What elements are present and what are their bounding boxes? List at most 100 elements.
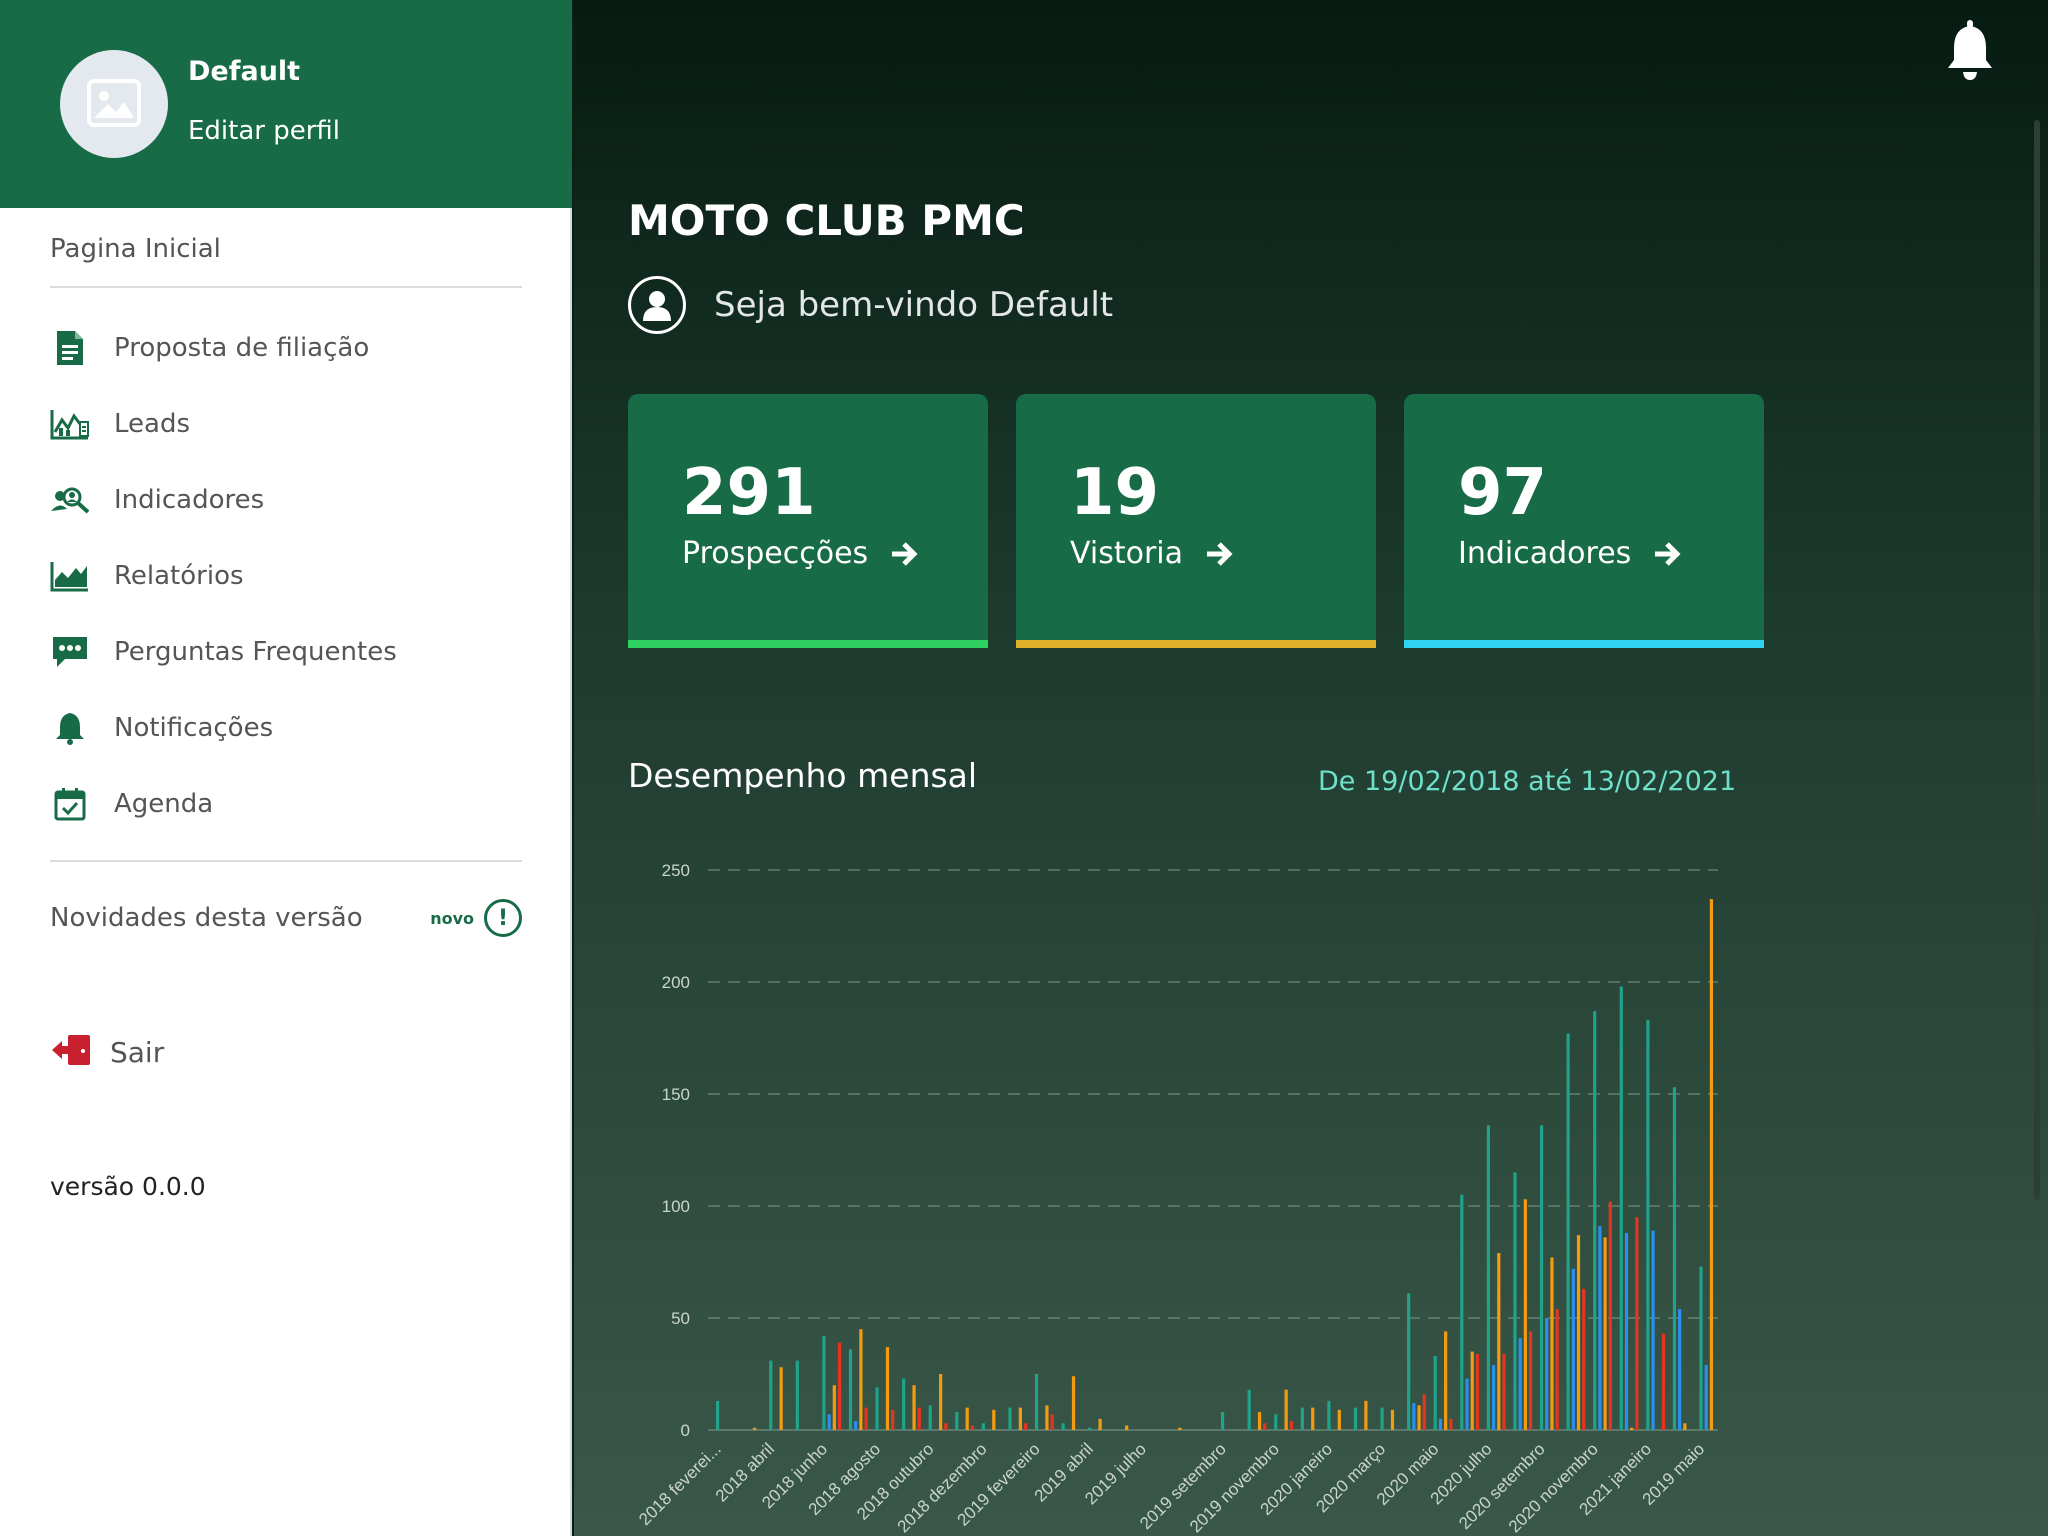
scrollbar[interactable] xyxy=(2034,120,2040,1200)
sidebar-item-leads[interactable]: Leads xyxy=(50,396,522,452)
chart-bar xyxy=(1603,1237,1607,1430)
chart-bar xyxy=(1449,1418,1453,1430)
chart-bar xyxy=(1470,1351,1474,1430)
notification-bell-icon[interactable] xyxy=(1946,20,1994,84)
edit-profile-link[interactable]: Editar perfil xyxy=(188,116,341,146)
chart-bar xyxy=(1497,1253,1501,1430)
chart-bar xyxy=(1289,1421,1293,1430)
chart-bar xyxy=(1417,1405,1421,1430)
alert-circle-icon: ! xyxy=(484,899,522,937)
sidebar-item-relatorios[interactable]: Relatórios xyxy=(50,548,522,604)
calendar-check-icon xyxy=(50,784,90,824)
card-label: Indicadores xyxy=(1458,536,1632,571)
chart-bar xyxy=(955,1412,959,1430)
chart-bar xyxy=(1646,1020,1650,1430)
performance-date-range[interactable]: De 19/02/2018 até 13/02/2021 xyxy=(1318,766,1737,797)
chart-bar xyxy=(1491,1365,1496,1430)
arrow-right-icon xyxy=(1655,541,1681,566)
chart-bar xyxy=(716,1400,720,1430)
chart-bar xyxy=(837,1342,842,1430)
home-link[interactable]: Pagina Inicial xyxy=(50,234,221,264)
chart-bar xyxy=(1624,1232,1629,1430)
profile-header[interactable]: Default Editar perfil xyxy=(0,0,572,208)
card-label-row: Vistoria xyxy=(1070,536,1235,571)
sidebar-item-faq[interactable]: Perguntas Frequentes xyxy=(50,624,522,680)
people-search-icon xyxy=(50,480,90,520)
y-tick-label: 250 xyxy=(662,861,690,880)
chart-bar xyxy=(1257,1412,1262,1430)
card-label: Vistoria xyxy=(1070,536,1183,571)
chart-bar xyxy=(1034,1374,1039,1430)
sidebar-item-indicadores[interactable]: Indicadores xyxy=(50,472,522,528)
card-prospeccoes[interactable]: 291 Prospecções xyxy=(628,394,988,648)
chart-bar xyxy=(1247,1389,1251,1430)
chart-bar xyxy=(992,1409,996,1430)
chart-bar xyxy=(970,1425,975,1430)
chart-bar xyxy=(1576,1235,1581,1430)
chart-bar xyxy=(1125,1425,1129,1430)
welcome-line: Seja bem-vindo Default xyxy=(628,276,1113,334)
chart-bar xyxy=(1412,1403,1416,1430)
chart-bar xyxy=(1571,1268,1575,1430)
arrow-right-icon xyxy=(892,541,918,566)
y-tick-label: 100 xyxy=(662,1197,690,1216)
sidebar-item-label: Proposta de filiação xyxy=(114,333,370,363)
logout-button[interactable]: Sair xyxy=(50,1030,164,1074)
chart-bar xyxy=(1045,1405,1049,1430)
chart-bar xyxy=(1071,1376,1076,1430)
version-news-link[interactable]: Novidades desta versão novo ! xyxy=(50,896,522,940)
chart-bar xyxy=(1523,1199,1527,1430)
sidebar-item-agenda[interactable]: Agenda xyxy=(50,776,522,832)
chart-bar xyxy=(779,1367,783,1430)
chart-bar xyxy=(1221,1412,1225,1430)
chart-bar xyxy=(1061,1423,1065,1430)
chart-bar xyxy=(912,1385,916,1430)
chart-bar xyxy=(1608,1201,1612,1430)
chart-bar xyxy=(891,1409,895,1430)
y-tick-label: 200 xyxy=(662,973,690,992)
card-vistoria[interactable]: 19 Vistoria xyxy=(1016,394,1376,648)
sidebar-item-label: Perguntas Frequentes xyxy=(114,637,397,667)
chart-bar xyxy=(981,1423,985,1430)
performance-title: Desempenho mensal xyxy=(628,756,978,795)
card-indicadores[interactable]: 97 Indicadores xyxy=(1404,394,1764,648)
card-accent-bar xyxy=(628,640,988,648)
chart-bar xyxy=(848,1349,853,1430)
chart-bar xyxy=(1709,899,1714,1430)
sidebar-item-label: Indicadores xyxy=(114,485,265,515)
sidebar-item-proposta[interactable]: Proposta de filiação xyxy=(50,320,522,376)
sidebar-item-notificacoes[interactable]: Notificações xyxy=(50,700,522,756)
chart-bar xyxy=(859,1329,863,1430)
sidebar: Default Editar perfil Pagina Inicial Pro… xyxy=(0,0,572,1536)
chart-bar xyxy=(1438,1418,1443,1430)
card-accent-bar xyxy=(1404,640,1764,648)
document-icon xyxy=(50,328,90,368)
chart-bar xyxy=(1088,1427,1092,1430)
version-news-label: Novidades desta versão xyxy=(50,903,363,933)
card-label: Prospecções xyxy=(682,536,869,571)
chart-bar xyxy=(1311,1407,1315,1430)
chart-bar xyxy=(1513,1172,1517,1430)
card-label-row: Indicadores xyxy=(1458,536,1683,571)
image-placeholder-icon xyxy=(87,79,141,127)
avatar[interactable] xyxy=(60,50,168,158)
y-tick-label: 0 xyxy=(681,1421,690,1440)
bell-icon xyxy=(50,708,90,748)
chart-bar xyxy=(1651,1230,1655,1430)
chart-bar xyxy=(917,1407,921,1430)
card-number: 291 xyxy=(682,456,816,530)
chart-bar xyxy=(1274,1414,1278,1430)
chart-bar xyxy=(854,1421,858,1430)
chart-bar xyxy=(1475,1353,1480,1430)
chart-bar xyxy=(1593,1011,1597,1430)
chart-bar xyxy=(1502,1353,1506,1430)
card-accent-bar xyxy=(1016,640,1376,648)
card-number: 97 xyxy=(1458,456,1548,530)
chart-bar xyxy=(875,1387,879,1430)
chart-bar xyxy=(1433,1356,1437,1430)
chart-bar xyxy=(1390,1409,1395,1430)
chat-icon xyxy=(50,632,90,672)
chart-bar xyxy=(1353,1407,1358,1430)
chart-bar xyxy=(1566,1033,1570,1430)
